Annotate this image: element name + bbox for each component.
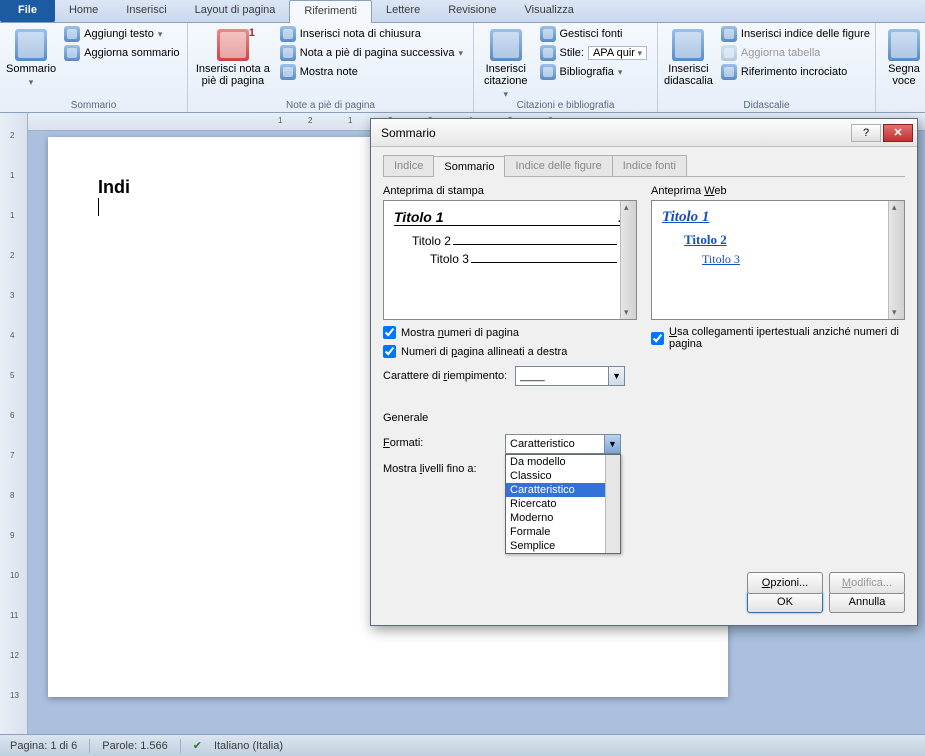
format-option[interactable]: Formale (506, 525, 620, 539)
formati-dropdown-list[interactable]: Da modelloClassicoCaratteristicoRicercat… (505, 454, 621, 554)
style-combo[interactable]: Stile: APA quir (536, 44, 652, 62)
leader-combo[interactable]: ____▼ (515, 366, 625, 386)
ribbon-tab-visualizza[interactable]: Visualizza (511, 0, 588, 22)
sommario-button[interactable]: Sommario (6, 25, 56, 88)
tab-file[interactable]: File (0, 0, 55, 22)
close-button[interactable]: ✕ (883, 124, 913, 142)
dialog-tab-2[interactable]: Indice delle figure (504, 155, 612, 176)
format-option[interactable]: Ricercato (506, 497, 620, 511)
format-option[interactable]: Moderno (506, 511, 620, 525)
mark-entry-button[interactable]: Segna voce (882, 25, 925, 87)
ribbon-tab-revisione[interactable]: Revisione (434, 0, 510, 22)
ribbon-tab-layout-di-pagina[interactable]: Layout di pagina (181, 0, 290, 22)
help-button[interactable]: ? (851, 124, 881, 142)
opzioni-button[interactable]: Opzioni... (747, 572, 823, 594)
hyperlinks-check[interactable]: Usa collegamenti ipertestuali anziché nu… (651, 326, 905, 350)
next-footnote-button[interactable]: Nota a piè di pagina successiva (276, 44, 467, 62)
insert-citation-button[interactable]: Inserisci citazione (480, 25, 532, 100)
add-text-button[interactable]: Aggiungi testo (60, 25, 183, 43)
right-align-check[interactable]: Numeri di pagina allineati a destra (383, 345, 637, 358)
print-preview-label: Anteprima di stampa (383, 185, 637, 197)
levels-label: Mostra livelli fino a: (383, 460, 493, 475)
ribbon-tabs: File HomeInserisciLayout di paginaRiferi… (0, 0, 925, 23)
show-page-numbers-check[interactable]: Mostra numeri di pagina (383, 326, 637, 339)
dialog-title: Sommario (381, 126, 849, 140)
format-option[interactable]: Semplice (506, 539, 620, 553)
modifica-button[interactable]: Modifica... (829, 572, 905, 594)
endnote-button[interactable]: Inserisci nota di chiusura (276, 25, 467, 43)
dialog-tabs: IndiceSommarioIndice delle figureIndice … (383, 155, 905, 177)
group-label: Sommario (0, 100, 187, 111)
format-option[interactable]: Caratteristico (506, 483, 620, 497)
ribbon-tab-riferimenti[interactable]: Riferimenti (289, 0, 372, 23)
proofing-icon[interactable]: ✔ (193, 739, 202, 752)
cross-ref-button[interactable]: Riferimento incrociato (717, 63, 874, 81)
scrollbar[interactable] (620, 201, 636, 319)
dialog-tab-0[interactable]: Indice (383, 155, 434, 176)
web-preview: Titolo 1 Titolo 2 Titolo 3 (651, 200, 905, 320)
status-bar: Pagina: 1 di 6 Parole: 1.566 ✔ Italiano … (0, 734, 925, 756)
status-language[interactable]: Italiano (Italia) (214, 740, 283, 752)
sommario-dialog: Sommario ? ✕ IndiceSommarioIndice delle … (370, 118, 918, 626)
cancel-button[interactable]: Annulla (829, 591, 905, 613)
bibliography-button[interactable]: Bibliografia (536, 63, 652, 81)
dialog-tab-1[interactable]: Sommario (433, 156, 505, 177)
scrollbar[interactable] (888, 201, 904, 319)
format-option[interactable]: Classico (506, 469, 620, 483)
ribbon-body: Sommario Aggiungi testo Aggiorna sommari… (0, 23, 925, 113)
footnote-button[interactable]: 1Inserisci nota a piè di pagina (194, 25, 272, 87)
ribbon-tab-lettere[interactable]: Lettere (372, 0, 434, 22)
status-page[interactable]: Pagina: 1 di 6 (10, 740, 77, 752)
fig-index-button[interactable]: Inserisci indice delle figure (717, 25, 874, 43)
formati-label: Formati: (383, 434, 493, 449)
group-label: Note a piè di pagina (188, 100, 473, 111)
print-preview: Titolo 11 Titolo 23 Titolo 35 (383, 200, 637, 320)
vertical-ruler: 2112345678910111213 (0, 113, 28, 734)
dialog-tab-3[interactable]: Indice fonti (612, 155, 687, 176)
manage-sources-button[interactable]: Gestisci fonti (536, 25, 652, 43)
ribbon-tab-home[interactable]: Home (55, 0, 112, 22)
insert-caption-button[interactable]: Inserisci didascalia (664, 25, 713, 87)
formati-combo[interactable]: Caratteristico▼ (505, 434, 621, 454)
ribbon-tab-inserisci[interactable]: Inserisci (112, 0, 180, 22)
group-label: Didascalie (658, 100, 875, 111)
general-label: Generale (383, 412, 905, 424)
leader-label: Carattere di riempimento: (383, 370, 507, 382)
format-option[interactable]: Da modello (506, 455, 620, 469)
group-label: Citazioni e bibliografia (474, 100, 657, 111)
scrollbar[interactable] (605, 455, 620, 553)
status-words[interactable]: Parole: 1.566 (102, 740, 167, 752)
text-cursor (98, 198, 99, 216)
dialog-titlebar[interactable]: Sommario ? ✕ (371, 119, 917, 147)
update-table-button[interactable]: Aggiorna tabella (717, 44, 874, 62)
update-toc-button[interactable]: Aggiorna sommario (60, 44, 183, 62)
show-notes-button[interactable]: Mostra note (276, 63, 467, 81)
web-preview-label: Anteprima Web (651, 185, 905, 197)
ok-button[interactable]: OK (747, 591, 823, 613)
